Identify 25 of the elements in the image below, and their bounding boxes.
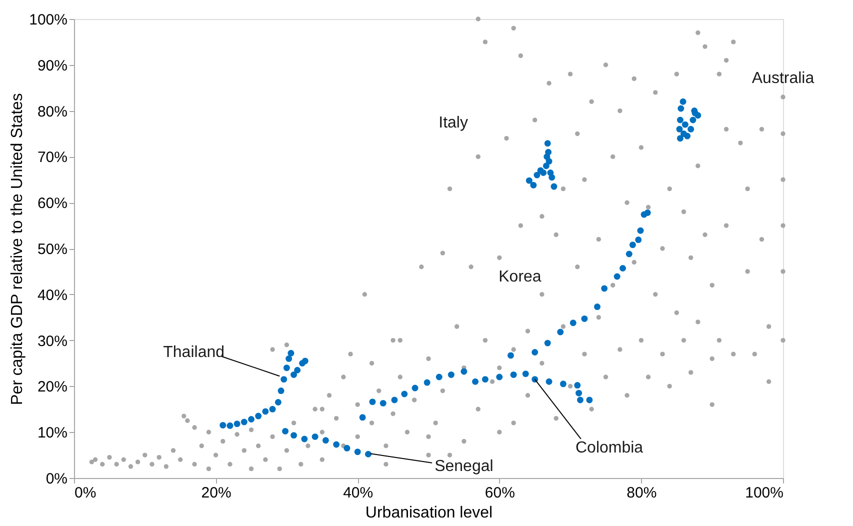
annotation: Korea (498, 268, 542, 286)
annotation: Senegal (434, 458, 494, 476)
y-tick-label: 90% (37, 57, 68, 74)
y-tick-label: 80% (37, 103, 68, 120)
y-tick-label: 20% (37, 378, 68, 396)
y-tick-label: 40% (37, 286, 68, 304)
x-tick-label: 0% (74, 484, 96, 502)
annotation: Colombia (576, 440, 644, 457)
x-tick-label: 60% (484, 484, 515, 502)
y-tick-label: 60% (37, 195, 68, 212)
y-tick-label: 10% (37, 424, 68, 442)
y-tick-label: 50% (37, 241, 68, 258)
annotation: Thailand (163, 344, 225, 362)
annotation: Italy (438, 114, 468, 132)
x-tick-label: 80% (626, 484, 657, 502)
annotation: Australia (752, 70, 814, 87)
x-tick-label: 20% (201, 484, 232, 502)
y-tick-label: 30% (37, 332, 68, 350)
x-tick-label: 40% (343, 484, 374, 502)
x-tick-label: 100% (745, 484, 784, 502)
y-tick-label: 0% (46, 470, 68, 488)
y-tick-label: 70% (37, 149, 68, 166)
y-axis-title: Per capita GDP relative to the United States (9, 93, 26, 405)
x-axis-title: Urbanisation level (365, 504, 493, 522)
y-tick-label: 100% (29, 12, 68, 28)
